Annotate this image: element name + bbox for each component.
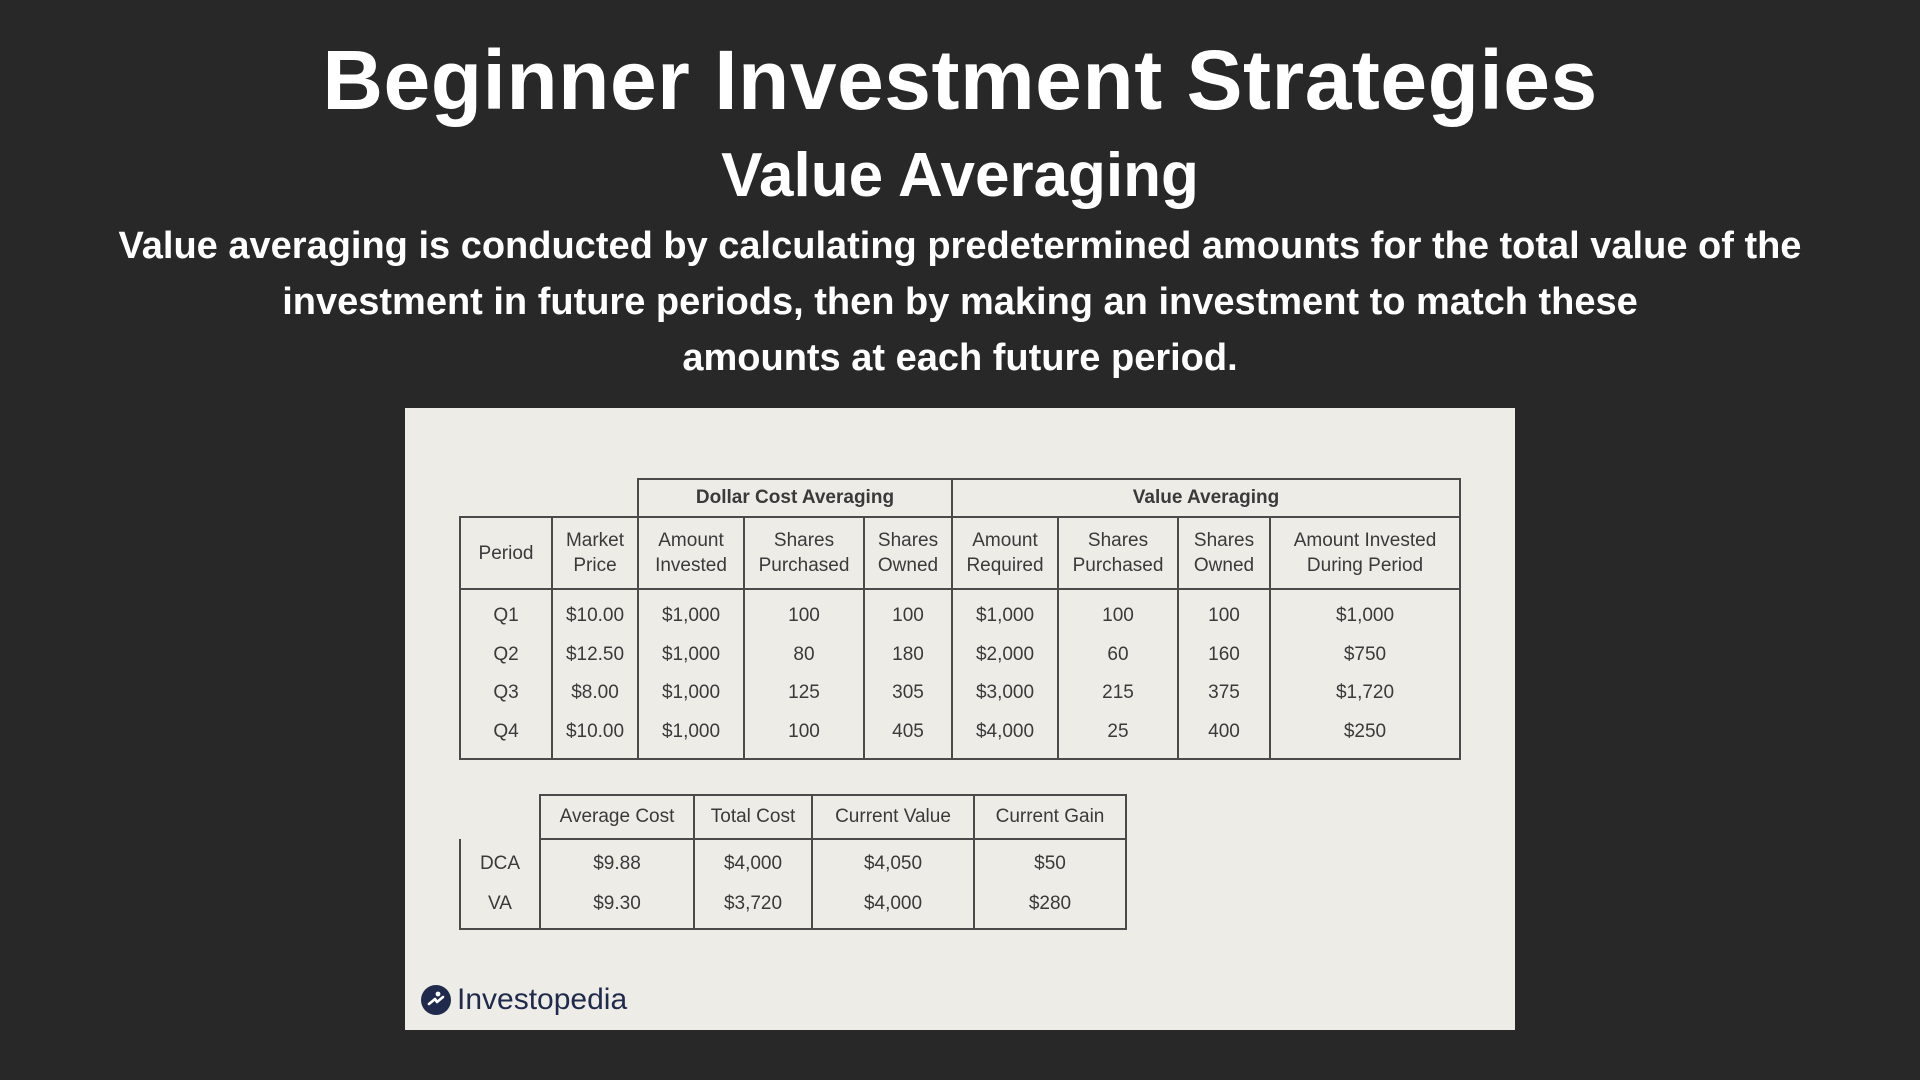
table-cell: $1,000 — [951, 589, 1059, 636]
table-cell: $1,720 — [1269, 674, 1461, 712]
column-header: Shares Purchased — [743, 516, 865, 590]
table-row: DCA $9.88 $4,000 $4,050 $50 — [459, 839, 1127, 884]
table-cell: $1,000 — [1269, 589, 1461, 636]
table-cell: 215 — [1057, 674, 1179, 712]
summary-table: Average Cost Total Cost Current Value Cu… — [459, 794, 1127, 930]
table-cell: Q3 — [459, 674, 553, 712]
table-cell: $12.50 — [551, 636, 639, 674]
table-cell: 100 — [1057, 589, 1179, 636]
column-header: Shares Owned — [1177, 516, 1271, 590]
table-cell: Q1 — [459, 589, 553, 636]
table-cell: $4,000 — [951, 712, 1059, 760]
table-row: VA $9.30 $3,720 $4,000 $280 — [459, 884, 1127, 930]
table-row: Q3 $8.00 $1,000 125 305 $3,000 215 375 $… — [459, 674, 1461, 712]
column-header: Shares Purchased — [1057, 516, 1179, 590]
investopedia-logo: Investopedia — [421, 982, 627, 1018]
description: Value averaging is conducted by calculat… — [100, 218, 1820, 386]
description-line: investment in future periods, then by ma… — [282, 281, 1638, 323]
column-header: Amount Required — [951, 516, 1059, 590]
column-header: Period — [459, 516, 553, 590]
description-line: Value averaging is conducted by calculat… — [118, 225, 1802, 267]
blank-cell — [552, 479, 638, 517]
table-cell: DCA — [459, 839, 541, 884]
table-cell: 305 — [863, 674, 953, 712]
table-cell: $9.88 — [539, 839, 695, 884]
table-row: Q4 $10.00 $1,000 100 405 $4,000 25 400 $… — [459, 712, 1461, 760]
table-image-panel: Dollar Cost Averaging Value Averaging Pe… — [405, 408, 1515, 1030]
page-subtitle: Value Averaging — [721, 141, 1199, 210]
table-cell: 80 — [743, 636, 865, 674]
table-cell: $1,000 — [637, 636, 745, 674]
table-cell: Q2 — [459, 636, 553, 674]
column-header: Market Price — [551, 516, 639, 590]
column-header: Current Gain — [973, 794, 1127, 840]
table-cell: $750 — [1269, 636, 1461, 674]
table-cell: 160 — [1177, 636, 1271, 674]
table-cell: Q4 — [459, 712, 553, 760]
blank-cell — [460, 795, 540, 839]
table-cell: $3,000 — [951, 674, 1059, 712]
table-cell: 25 — [1057, 712, 1179, 760]
table-cell: $1,000 — [637, 674, 745, 712]
table-cell: 400 — [1177, 712, 1271, 760]
table-cell: $4,000 — [811, 884, 975, 930]
table-cell: 100 — [743, 712, 865, 760]
column-header: Shares Owned — [863, 516, 953, 590]
table-cell: $8.00 — [551, 674, 639, 712]
column-header: Total Cost — [693, 794, 813, 840]
table-cell: $10.00 — [551, 589, 639, 636]
column-header: Current Value — [811, 794, 975, 840]
investopedia-logo-icon — [421, 985, 451, 1015]
table-cell: $10.00 — [551, 712, 639, 760]
column-header: Average Cost — [539, 794, 695, 840]
comparison-table: Dollar Cost Averaging Value Averaging Pe… — [459, 478, 1461, 760]
column-header: Amount Invested During Period — [1269, 516, 1461, 590]
page-title: Beginner Investment Strategies — [322, 33, 1598, 127]
table-cell: $1,000 — [637, 589, 745, 636]
table-cell: $1,000 — [637, 712, 745, 760]
column-header: Amount Invested — [637, 516, 745, 590]
table-cell: 100 — [863, 589, 953, 636]
table-cell: $4,050 — [811, 839, 975, 884]
table-cell: 125 — [743, 674, 865, 712]
group-header-dca: Dollar Cost Averaging — [637, 478, 953, 518]
table-cell: $280 — [973, 884, 1127, 930]
table-cell: VA — [459, 884, 541, 930]
description-line: amounts at each future period. — [682, 337, 1238, 379]
table-cell: 405 — [863, 712, 953, 760]
table-cell: $3,720 — [693, 884, 813, 930]
table-cell: $9.30 — [539, 884, 695, 930]
group-header-va: Value Averaging — [951, 478, 1461, 518]
table-cell: 375 — [1177, 674, 1271, 712]
table-cell: $250 — [1269, 712, 1461, 760]
table-cell: 60 — [1057, 636, 1179, 674]
blank-cell — [460, 479, 552, 517]
table-cell: 100 — [743, 589, 865, 636]
table-row: Q1 $10.00 $1,000 100 100 $1,000 100 100 … — [459, 589, 1461, 636]
table-cell: $50 — [973, 839, 1127, 884]
table-cell: $4,000 — [693, 839, 813, 884]
table-row: Q2 $12.50 $1,000 80 180 $2,000 60 160 $7… — [459, 636, 1461, 674]
table-cell: 100 — [1177, 589, 1271, 636]
logo-text: Investopedia — [457, 983, 628, 1016]
table-cell: 180 — [863, 636, 953, 674]
table-cell: $2,000 — [951, 636, 1059, 674]
